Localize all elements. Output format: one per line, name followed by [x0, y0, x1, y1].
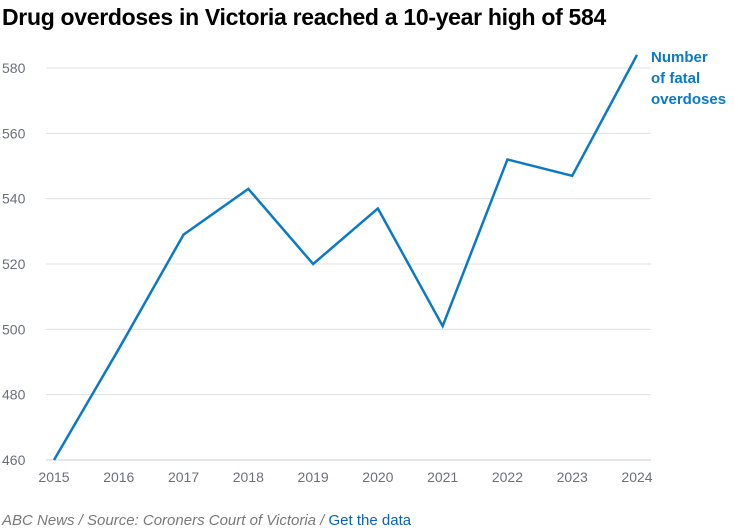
series-label: of fatal: [651, 70, 700, 87]
x-tick-label: 2019: [298, 469, 329, 485]
y-tick-label: 480: [2, 387, 26, 403]
x-tick-label: 2021: [427, 469, 458, 485]
y-tick-label: 460: [2, 452, 26, 468]
y-tick-label: 560: [2, 125, 26, 141]
source-text: ABC News / Source: Coroners Court of Vic…: [2, 512, 329, 529]
footer: ABC News / Source: Coroners Court of Vic…: [2, 512, 411, 529]
get-data-link[interactable]: Get the data: [328, 512, 412, 529]
x-tick-label: 2024: [621, 469, 652, 485]
x-tick-label: 2018: [233, 469, 264, 485]
y-tick-label: 500: [2, 321, 26, 337]
x-tick-label: 2022: [492, 469, 523, 485]
y-tick-label: 580: [2, 60, 26, 76]
x-tick-label: 2015: [38, 469, 69, 485]
series-label: overdoses: [651, 91, 726, 108]
y-tick-label: 540: [2, 191, 26, 207]
series-line: [52, 54, 639, 461]
y-tick-label: 520: [2, 256, 26, 272]
chart-title: Drug overdoses in Victoria reached a 10-…: [2, 4, 607, 30]
x-tick-label: 2017: [168, 469, 199, 485]
x-tick-label: 2020: [362, 469, 393, 485]
series-label: Number: [651, 49, 708, 66]
x-tick-label: 2016: [103, 469, 134, 485]
x-tick-label: 2023: [557, 469, 588, 485]
